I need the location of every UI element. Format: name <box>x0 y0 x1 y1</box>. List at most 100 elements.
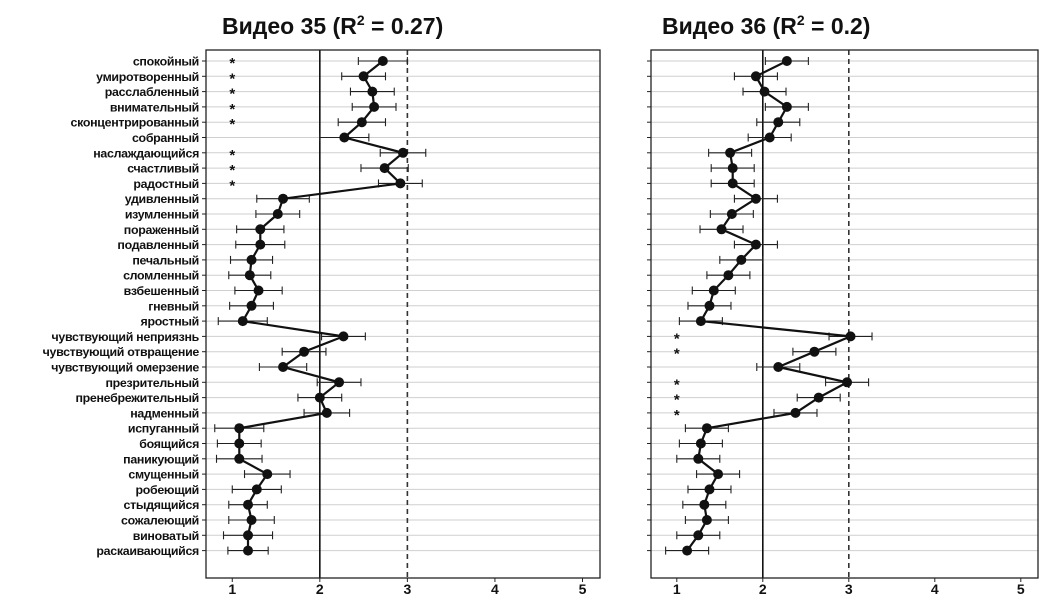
data-point <box>334 377 344 387</box>
significance-star: * <box>229 116 235 133</box>
data-point <box>243 546 253 556</box>
data-point <box>243 530 253 540</box>
plot-frame <box>651 50 1038 578</box>
data-point <box>238 316 248 326</box>
category-label: сожалеющий <box>121 514 199 528</box>
data-point <box>395 178 405 188</box>
data-point <box>842 377 852 387</box>
data-point <box>234 439 244 449</box>
data-point <box>247 301 257 311</box>
data-point <box>278 362 288 372</box>
category-label: испуганный <box>128 422 199 436</box>
data-point <box>299 347 309 357</box>
x-tick-label: 5 <box>1017 581 1025 597</box>
data-point <box>693 530 703 540</box>
data-point <box>682 546 692 556</box>
data-point <box>254 286 264 296</box>
chart-panel-2: Видео 36 (R2 = 0.2)1 2 3 4 5***** <box>647 12 1038 597</box>
x-tick-label: 1 <box>673 581 681 597</box>
chart-title: Видео 36 (R2 = 0.2) <box>662 12 870 39</box>
data-point <box>247 515 257 525</box>
category-label: собранный <box>132 131 199 145</box>
data-point <box>252 484 262 494</box>
x-tick-label: 3 <box>403 581 411 597</box>
category-label: сломленный <box>123 269 199 283</box>
category-label: радостный <box>133 177 199 191</box>
data-point <box>790 408 800 418</box>
category-label: внимательный <box>110 100 199 114</box>
data-point <box>359 71 369 81</box>
category-label: наслаждающийся <box>93 146 199 160</box>
data-point <box>717 224 727 234</box>
data-point <box>255 224 265 234</box>
plot-frame <box>206 50 600 578</box>
chart-title: Видео 35 (R2 = 0.27) <box>222 12 443 39</box>
data-point <box>380 163 390 173</box>
data-point <box>702 423 712 433</box>
category-label: сконцентрированный <box>71 116 199 130</box>
category-label: счастливый <box>127 162 199 176</box>
category-label: умиротворенный <box>96 70 199 84</box>
data-point <box>322 408 332 418</box>
data-point <box>339 133 349 143</box>
data-point <box>234 423 244 433</box>
category-label: печальный <box>132 253 199 267</box>
data-point <box>809 347 819 357</box>
category-label: презрительный <box>105 376 199 390</box>
category-label: пораженный <box>124 223 199 237</box>
data-point <box>728 163 738 173</box>
data-point <box>338 331 348 341</box>
x-tick-label: 5 <box>579 581 587 597</box>
data-point <box>702 515 712 525</box>
category-label: паникующий <box>123 452 199 466</box>
x-tick-label: 2 <box>316 581 324 597</box>
category-label: подавленный <box>117 238 199 252</box>
data-point <box>751 194 761 204</box>
category-label: стыдящийся <box>124 498 200 512</box>
x-tick-label: 3 <box>845 581 853 597</box>
data-point <box>262 469 272 479</box>
data-point <box>696 316 706 326</box>
data-point <box>751 71 761 81</box>
data-point <box>693 454 703 464</box>
data-point <box>736 255 746 265</box>
significance-star: * <box>674 346 680 363</box>
category-label: изумленный <box>125 208 199 222</box>
category-label: чувствующий омерзение <box>51 361 199 375</box>
data-point <box>713 469 723 479</box>
data-point <box>725 148 735 158</box>
category-label: яростный <box>141 315 199 329</box>
chart-panel-1: Видео 35 (R2 = 0.27) 1 2 3 4 5 спокойныйумирот… <box>43 12 600 597</box>
significance-star: * <box>674 407 680 424</box>
data-point <box>760 87 770 97</box>
category-label: робеющий <box>135 483 199 497</box>
category-label: пренебрежительный <box>75 391 199 405</box>
category-label: спокойный <box>133 55 199 69</box>
category-label: удивленный <box>125 192 199 206</box>
data-point <box>814 393 824 403</box>
data-point <box>773 117 783 127</box>
data-point <box>773 362 783 372</box>
data-point <box>255 240 265 250</box>
data-point <box>728 178 738 188</box>
data-point <box>243 500 253 510</box>
data-point <box>727 209 737 219</box>
x-tick-label: 1 <box>228 581 236 597</box>
data-point <box>247 255 257 265</box>
category-label: боящийся <box>139 437 199 451</box>
data-point <box>357 117 367 127</box>
data-point <box>398 148 408 158</box>
category-label: гневный <box>148 299 199 313</box>
data-point <box>704 484 714 494</box>
category-label: виноватый <box>133 529 199 543</box>
data-point <box>367 87 377 97</box>
data-point <box>278 194 288 204</box>
data-point <box>709 286 719 296</box>
data-point <box>234 454 244 464</box>
data-point <box>699 500 709 510</box>
data-point <box>782 56 792 66</box>
category-label: взбешенный <box>124 284 199 298</box>
category-label: смущенный <box>128 468 199 482</box>
x-tick-label: 4 <box>491 581 499 597</box>
